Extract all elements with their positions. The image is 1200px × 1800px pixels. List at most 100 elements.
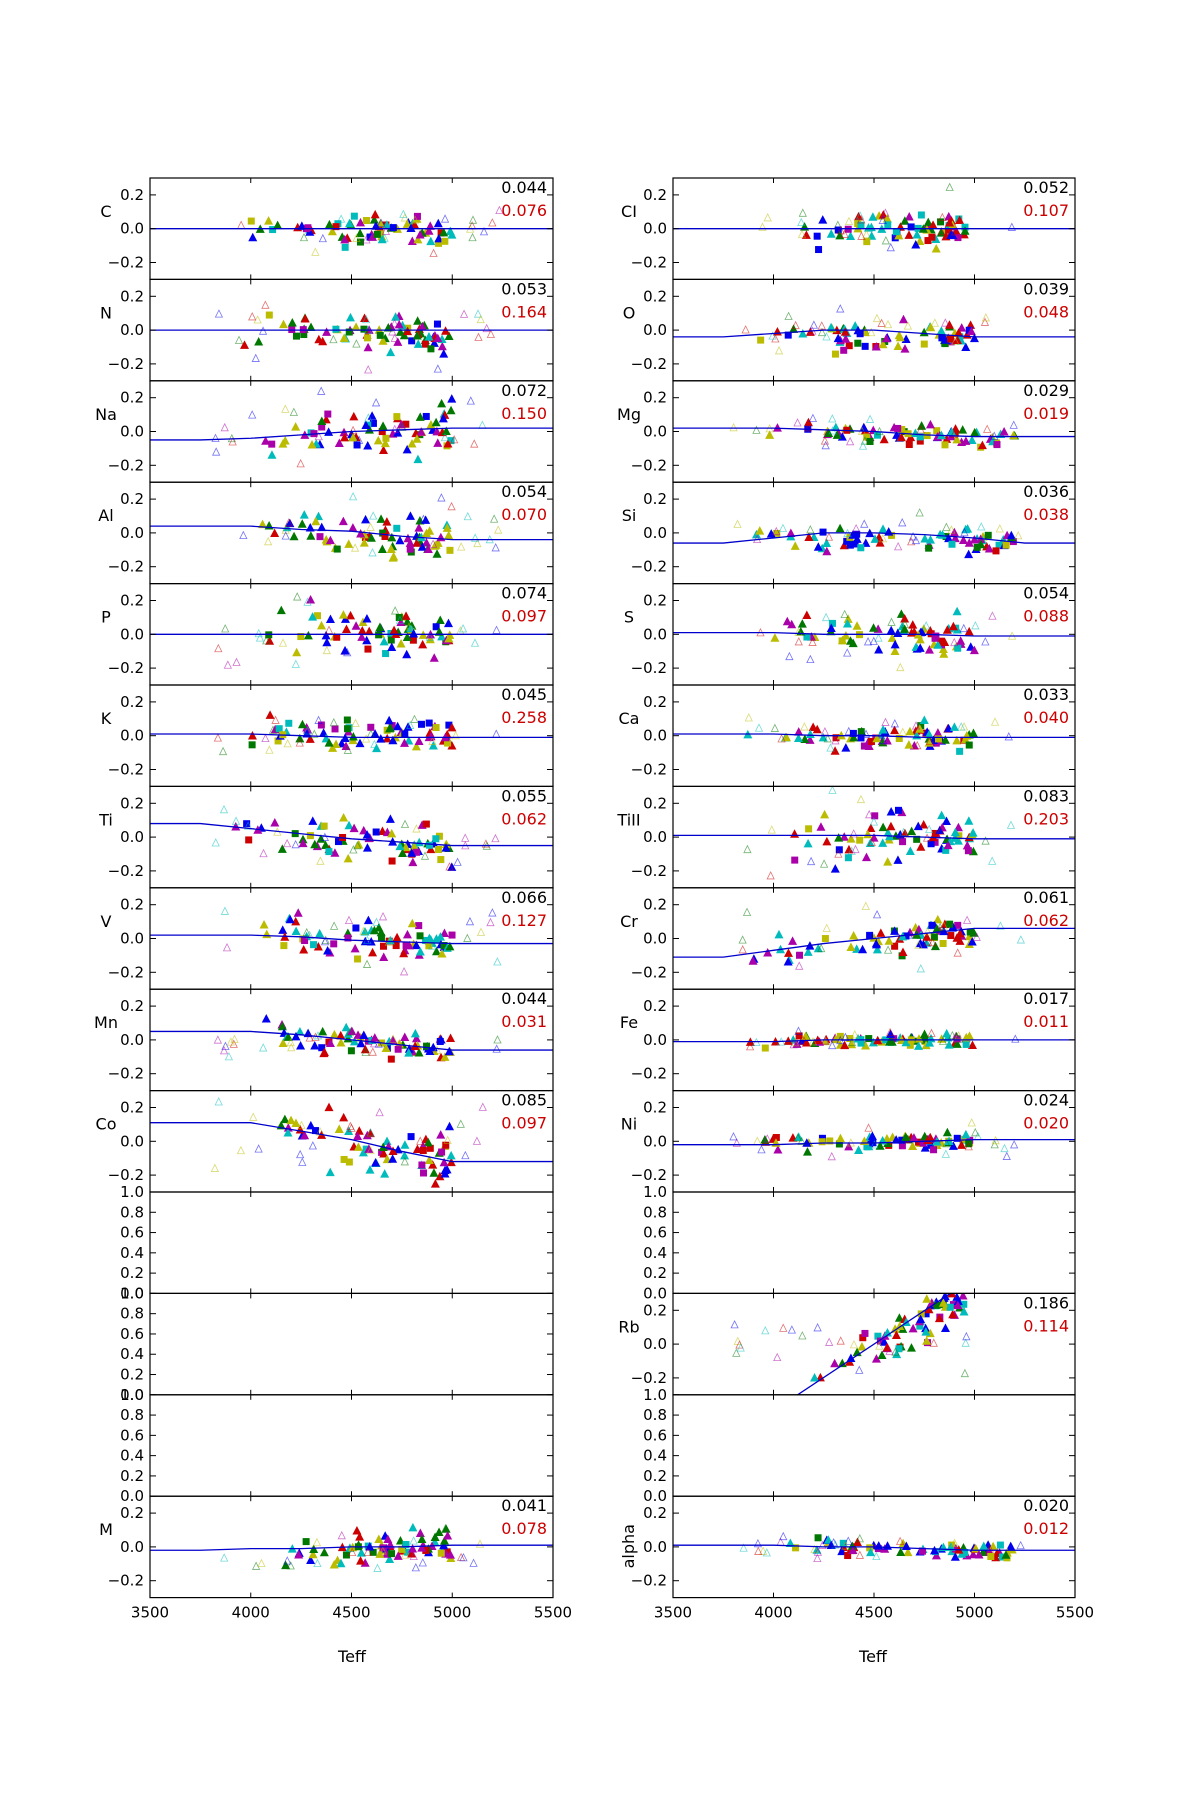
- data-point: [946, 1303, 954, 1311]
- y-tick-label: −0.2: [631, 761, 667, 779]
- data-point: [894, 806, 902, 814]
- data-point: [966, 320, 976, 329]
- data-point: [959, 1135, 967, 1143]
- data-point-open: [218, 746, 228, 756]
- data-point: [885, 1036, 895, 1046]
- data-point: [280, 1114, 290, 1124]
- data-point-open: [228, 437, 237, 446]
- data-point: [441, 843, 451, 852]
- data-point: [957, 323, 967, 332]
- data-point: [315, 928, 325, 938]
- data-point: [440, 1169, 450, 1178]
- data-point: [363, 342, 373, 352]
- data-point: [891, 1135, 901, 1144]
- data-point: [813, 542, 823, 551]
- data-point-open: [310, 729, 319, 738]
- data-point: [412, 434, 422, 443]
- element-label: Rb: [618, 1317, 639, 1336]
- data-point: [841, 743, 851, 752]
- data-point: [382, 517, 392, 526]
- data-point: [387, 1055, 395, 1063]
- data-point-open: [255, 633, 265, 642]
- y-tick-label: 0.2: [643, 1264, 667, 1282]
- data-point: [813, 232, 821, 240]
- data-point: [324, 410, 332, 418]
- data-point-open: [281, 525, 290, 534]
- data-point: [270, 818, 280, 827]
- y-tick-label: −0.2: [631, 1065, 667, 1083]
- data-point: [367, 232, 377, 241]
- data-point: [955, 936, 965, 945]
- data-point: [343, 716, 351, 724]
- data-point: [942, 625, 952, 634]
- data-point: [318, 1026, 328, 1036]
- y-tick-label: 0.0: [120, 625, 144, 643]
- data-point: [425, 221, 435, 230]
- data-point: [772, 1134, 780, 1142]
- data-point: [904, 212, 914, 221]
- panel-frame: [149, 481, 554, 585]
- data-point-open: [778, 523, 788, 532]
- data-point: [858, 944, 868, 954]
- data-point: [872, 733, 882, 743]
- data-point-open: [794, 627, 803, 636]
- data-point: [247, 217, 255, 225]
- data-point: [344, 934, 352, 942]
- data-point: [866, 823, 876, 833]
- data-point: [879, 434, 889, 444]
- data-point: [340, 234, 350, 244]
- data-point: [446, 1033, 456, 1043]
- data-point: [386, 544, 396, 554]
- fit-line: [150, 822, 553, 847]
- data-point-open: [791, 320, 800, 330]
- x-tick-label: 5500: [1056, 1604, 1094, 1622]
- data-point-open: [872, 313, 882, 323]
- data-point: [900, 613, 910, 623]
- data-point: [890, 1324, 900, 1333]
- data-point-open: [282, 838, 292, 848]
- data-point: [913, 821, 923, 831]
- data-point: [370, 209, 380, 219]
- data-point: [924, 645, 934, 654]
- data-point: [892, 228, 900, 236]
- panel-empty-0-12: 0.00.20.40.60.81.0: [120, 1386, 554, 1505]
- data-point: [385, 935, 395, 945]
- data-point: [953, 1134, 961, 1142]
- data-point-open: [469, 1558, 478, 1567]
- data-point: [821, 935, 829, 943]
- data-point-open: [378, 912, 388, 921]
- data-point: [291, 1118, 301, 1128]
- data-point-open: [261, 300, 270, 309]
- data-point-open: [210, 1163, 220, 1172]
- data-point-open: [1006, 820, 1016, 829]
- data-point: [890, 725, 900, 735]
- data-point-open: [827, 1151, 836, 1161]
- data-point: [803, 417, 813, 427]
- data-point-open: [831, 1540, 840, 1549]
- data-point-open: [972, 932, 981, 941]
- data-point: [917, 722, 925, 730]
- data-point: [325, 848, 333, 856]
- data-point: [401, 611, 411, 620]
- data-point-open: [957, 722, 966, 731]
- data-point-open: [364, 413, 373, 422]
- panel-frame: [149, 1292, 554, 1396]
- data-point: [933, 914, 943, 924]
- data-point: [824, 428, 834, 438]
- data-point: [946, 230, 956, 239]
- data-point-open: [752, 425, 761, 434]
- x-axis-title-right: Teff: [858, 1647, 888, 1666]
- data-point: [996, 1541, 1004, 1549]
- data-point: [361, 514, 371, 524]
- data-point: [308, 612, 318, 621]
- data-point: [822, 836, 832, 846]
- y-tick-label: −0.2: [631, 963, 667, 981]
- data-point: [389, 224, 397, 232]
- y-tick-label: 1.0: [643, 1183, 667, 1201]
- data-point: [306, 531, 316, 540]
- y-tick-label: 0.0: [643, 930, 667, 948]
- y-tick-label: 0.2: [643, 997, 667, 1015]
- data-point-open: [409, 1551, 418, 1561]
